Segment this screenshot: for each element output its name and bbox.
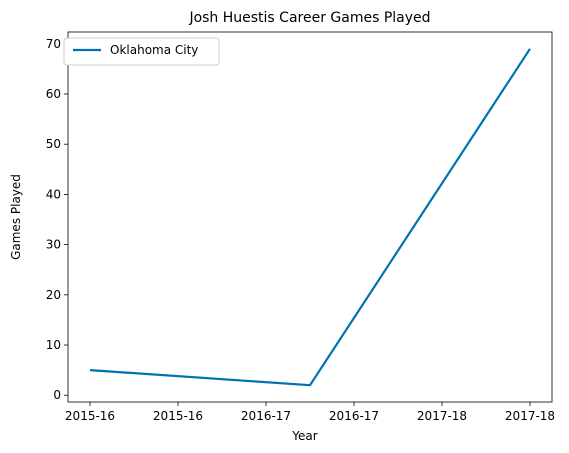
x-tick-label: 2016-17: [329, 409, 379, 423]
y-tick-label: 50: [46, 137, 61, 151]
y-tick-label: 70: [46, 37, 61, 51]
series-layer: [90, 49, 530, 385]
y-tick-label: 0: [53, 388, 61, 402]
x-tick-label: 2016-17: [241, 409, 291, 423]
y-tick-label: 30: [46, 238, 61, 252]
x-tick-label: 2017-18: [505, 409, 555, 423]
y-tick-label: 40: [46, 187, 61, 201]
y-axis-label: Games Played: [9, 174, 23, 260]
x-tick-label: 2015-16: [153, 409, 203, 423]
legend-label-oklahoma-city: Oklahoma City: [110, 43, 198, 57]
x-tick-label: 2017-18: [417, 409, 467, 423]
y-tick-label: 20: [46, 288, 61, 302]
x-axis-ticks: 2015-16 2015-16 2016-17 2016-17 2017-18 2017-…: [65, 402, 555, 423]
plot-area-frame: [68, 32, 552, 402]
x-tick-label: 2015-16: [65, 409, 115, 423]
y-tick-label: 10: [46, 338, 61, 352]
series-line-oklahoma-city: [90, 49, 530, 385]
y-axis-ticks: 0 10 20 30 40 50 60 70: [46, 37, 68, 402]
x-axis-label: Year: [291, 429, 317, 443]
chart-title: Josh Huestis Career Games Played: [188, 10, 430, 26]
y-tick-label: 60: [46, 87, 61, 101]
legend: Oklahoma City: [64, 38, 219, 65]
